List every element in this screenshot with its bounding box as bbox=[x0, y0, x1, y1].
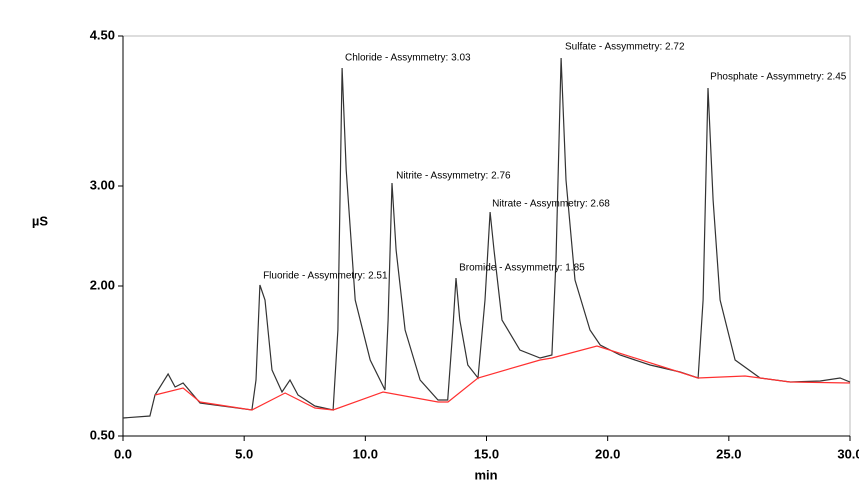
peak-annotation: Fluoride - Assymmetry: 2.51 bbox=[263, 271, 388, 282]
y-tick-label: 4.50 bbox=[90, 27, 115, 42]
peak-annotation: Nitrite - Assymmetry: 2.76 bbox=[396, 171, 511, 182]
trace-line bbox=[154, 345, 851, 411]
y-tick-label: 0.50 bbox=[90, 427, 115, 442]
x-tick-label: 0.0 bbox=[114, 446, 132, 461]
x-tick-label: 15.0 bbox=[474, 446, 499, 461]
y-axis-label: µS bbox=[32, 213, 48, 228]
peak-annotation: Chloride - Assymmetry: 3.03 bbox=[345, 53, 471, 64]
trace-line bbox=[122, 57, 851, 419]
x-tick-label: 20.0 bbox=[595, 446, 620, 461]
x-axis-label: min bbox=[474, 467, 497, 482]
x-tick-label: 25.0 bbox=[716, 446, 741, 461]
peak-annotation: Phosphate - Assymmetry: 2.45 bbox=[710, 72, 847, 83]
peak-annotation: Bromide - Assymmetry: 1.85 bbox=[459, 263, 585, 274]
x-tick-label: 10.0 bbox=[353, 446, 378, 461]
y-tick-label: 3.00 bbox=[90, 177, 115, 192]
peak-annotation: Nitrate - Assymmetry: 2.68 bbox=[492, 199, 610, 210]
y-tick-label: 2.00 bbox=[90, 277, 115, 292]
peak-annotation: Sulfate - Assymmetry: 2.72 bbox=[565, 42, 685, 53]
x-tick-label: 30.0 bbox=[837, 446, 859, 461]
x-tick-label: 5.0 bbox=[235, 446, 253, 461]
